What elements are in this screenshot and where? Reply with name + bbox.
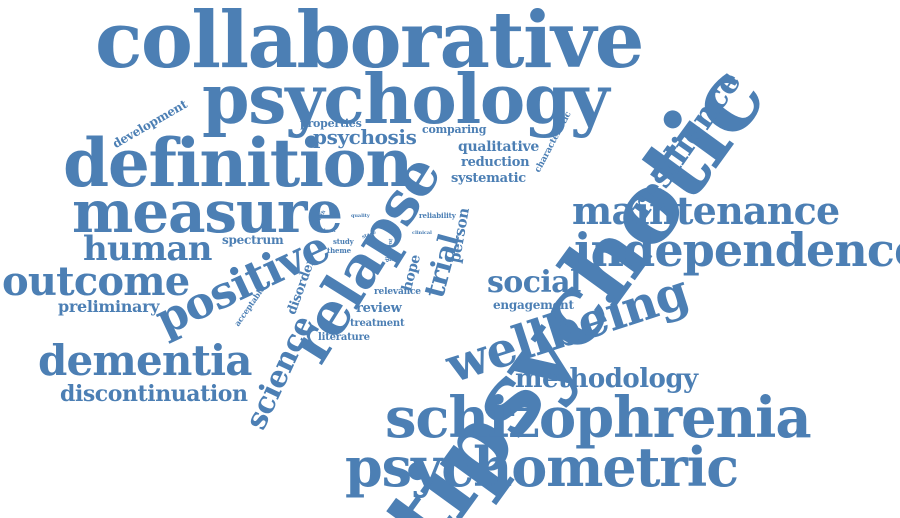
word-science: science bbox=[238, 310, 322, 435]
word-study: study bbox=[333, 237, 354, 246]
word-psychology: psychology bbox=[202, 60, 610, 140]
word-clinical: clinical bbox=[412, 230, 432, 236]
word-methodology: methodology bbox=[515, 364, 698, 394]
word-discontinuation: discontinuation bbox=[60, 381, 248, 407]
word-preliminary: preliminary bbox=[58, 297, 160, 316]
word-comparing: comparing bbox=[422, 123, 487, 136]
word-schizophrenia: schizophrenia bbox=[385, 385, 812, 451]
word-maintenance: maintenance bbox=[572, 188, 840, 233]
word-psychometric: psychometric bbox=[345, 435, 739, 499]
word-qualitative: qualitative bbox=[458, 139, 539, 155]
word-independence: independence bbox=[574, 223, 900, 277]
word-literature: literature bbox=[318, 332, 370, 343]
word-properties: properties bbox=[300, 117, 362, 130]
word-robust: robust bbox=[318, 228, 336, 234]
word-engagement: engagement bbox=[493, 298, 574, 312]
word-collaborative: collaborative bbox=[95, 0, 644, 86]
word-review: review bbox=[356, 301, 402, 316]
word-measure: measure bbox=[72, 178, 343, 246]
word-social: social bbox=[487, 265, 581, 300]
word-relevance: relevance bbox=[374, 287, 421, 297]
word-reliability: reliability bbox=[419, 211, 456, 220]
word-systematic: systematic bbox=[451, 171, 526, 186]
word-dementia: dementia bbox=[38, 336, 252, 385]
word-theme: theme bbox=[327, 246, 351, 255]
word-treatment: treatment bbox=[350, 318, 405, 329]
word-spectrum: spectrum bbox=[222, 233, 284, 247]
word-human: human bbox=[83, 229, 212, 269]
word-outcome: outcome bbox=[2, 258, 190, 305]
word-quality: quality bbox=[351, 213, 370, 219]
word-psychosis: psychosis bbox=[313, 125, 417, 149]
word-use: use bbox=[388, 257, 398, 263]
word-reduction: reduction bbox=[461, 155, 530, 170]
word-definition: definition bbox=[63, 124, 413, 202]
